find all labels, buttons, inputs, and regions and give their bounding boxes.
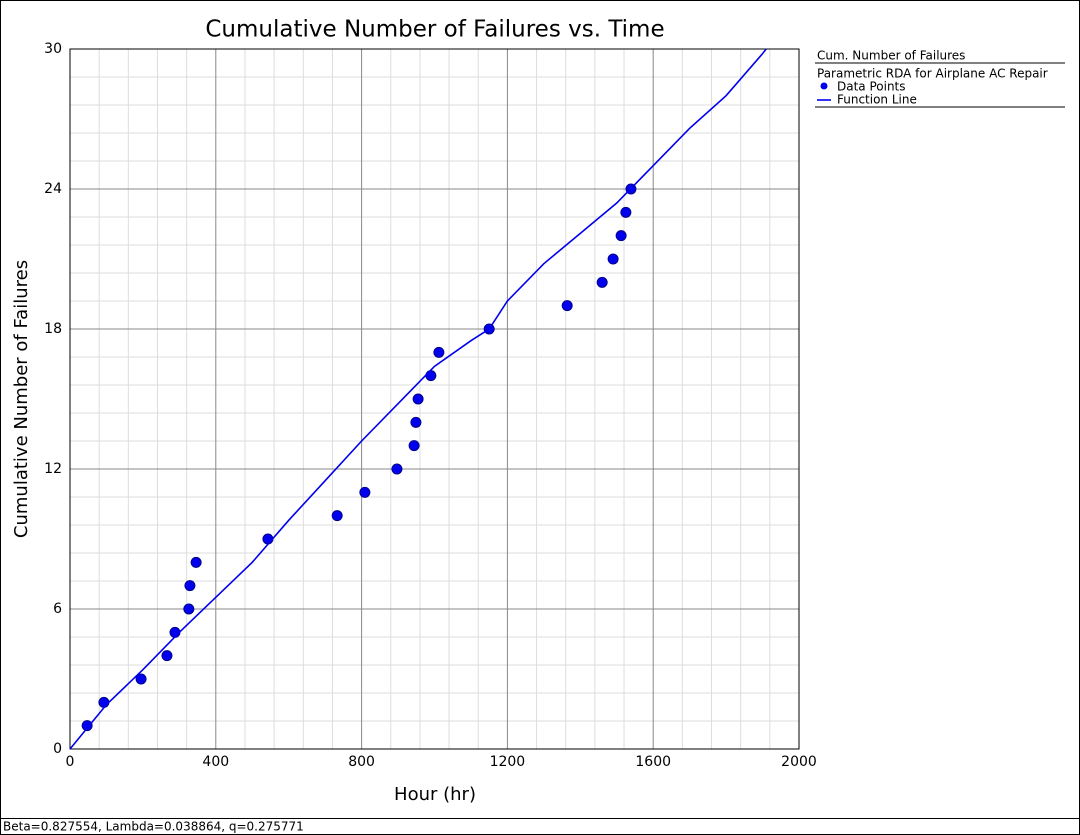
data-point xyxy=(412,393,424,405)
y-tick-label: 30 xyxy=(44,41,62,57)
chart-title: Cumulative Number of Failures vs. Time xyxy=(205,17,664,43)
data-point xyxy=(183,603,195,615)
data-point xyxy=(561,300,573,312)
data-point xyxy=(161,650,173,662)
data-point xyxy=(596,276,608,288)
data-point xyxy=(98,696,110,708)
data-point xyxy=(607,253,619,265)
x-tick-label: 400 xyxy=(202,754,229,770)
y-tick-label: 0 xyxy=(53,741,62,757)
plot-border xyxy=(69,48,800,750)
data-point xyxy=(359,486,371,498)
y-tick-label: 18 xyxy=(44,321,62,337)
data-point xyxy=(433,346,445,358)
x-tick-label: 2000 xyxy=(781,754,817,770)
legend-title: Cum. Number of Failures xyxy=(817,49,965,63)
legend-label: Data Points xyxy=(837,80,906,94)
x-tick-label: 0 xyxy=(66,754,75,770)
legend-subtitle: Parametric RDA for Airplane AC Repair xyxy=(817,67,1048,81)
x-axis-label: Hour (hr) xyxy=(394,784,476,805)
footnote: Beta=0.827554, Lambda=0.038864, q=0.2757… xyxy=(3,820,304,834)
y-tick-label: 6 xyxy=(53,601,62,617)
plot-area xyxy=(70,49,799,749)
data-point xyxy=(408,440,420,452)
function-line xyxy=(69,48,767,750)
y-tick-label: 12 xyxy=(44,461,62,477)
data-point xyxy=(81,720,93,732)
data-point xyxy=(620,206,632,218)
data-point xyxy=(331,510,343,522)
data-point xyxy=(391,463,403,475)
y-tick-label: 24 xyxy=(44,181,62,197)
x-tick-label: 800 xyxy=(348,754,375,770)
x-tick-label: 1200 xyxy=(490,754,526,770)
legend-swatch xyxy=(820,82,828,90)
legend-label: Function Line xyxy=(837,93,917,107)
data-point xyxy=(262,533,274,545)
y-axis-label: Cumulative Number of Failures xyxy=(11,260,32,538)
data-point xyxy=(615,230,627,242)
data-point xyxy=(410,416,422,428)
data-point xyxy=(184,580,196,592)
x-tick-label: 1600 xyxy=(635,754,671,770)
data-point xyxy=(425,370,437,382)
data-point xyxy=(190,556,202,568)
data-point xyxy=(135,673,147,685)
